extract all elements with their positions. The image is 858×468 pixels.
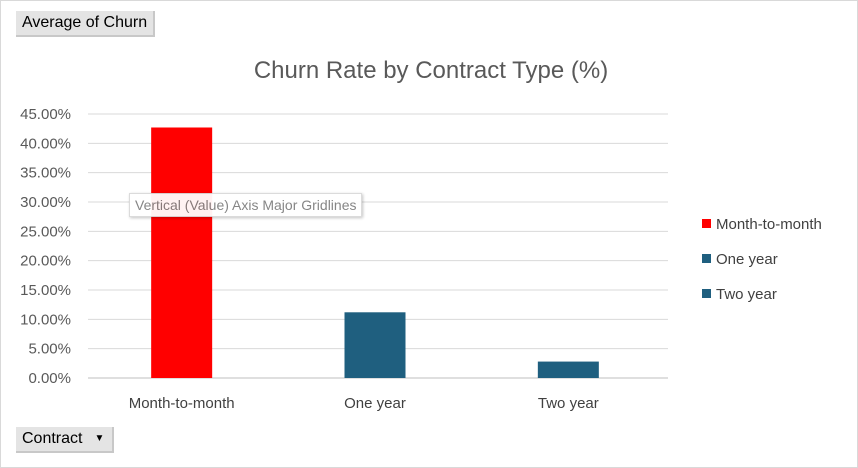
y-tick-label: 10.00% [20,311,71,328]
contract-field-label: Contract [22,430,83,447]
bar[interactable] [151,127,213,378]
gridlines-tooltip: Vertical (Value) Axis Major Gridlines [129,193,363,217]
legend-label: Month-to-month [716,216,822,233]
y-tick-label: 40.00% [20,135,71,152]
y-tick-label: 0.00% [28,370,71,387]
y-tick-label: 5.00% [28,341,71,358]
y-tick-label: 15.00% [20,282,71,299]
legend-swatch [702,254,711,263]
legend-swatch [702,219,711,228]
y-tick-label: 45.00% [20,106,71,123]
dropdown-arrow-icon[interactable]: ▼ [94,433,105,444]
contract-field-button[interactable]: Contract ▼ [16,427,115,453]
value-field-button[interactable]: Average of Churn [16,11,156,37]
x-tick-label: Month-to-month [129,395,235,412]
x-tick-label: Two year [538,395,599,412]
value-field-label: Average of Churn [22,14,148,31]
y-tick-label: 25.00% [20,223,71,240]
y-tick-label: 30.00% [20,194,71,211]
bar[interactable] [537,361,599,378]
legend-label: One year [716,251,778,268]
legend-swatch [702,289,711,298]
y-tick-label: 35.00% [20,165,71,182]
x-tick-label: One year [344,395,406,412]
y-tick-label: 20.00% [20,253,71,270]
chart-title[interactable]: Churn Rate by Contract Type (%) [253,57,609,84]
bar[interactable] [344,312,406,378]
legend-label: Two year [716,286,777,303]
